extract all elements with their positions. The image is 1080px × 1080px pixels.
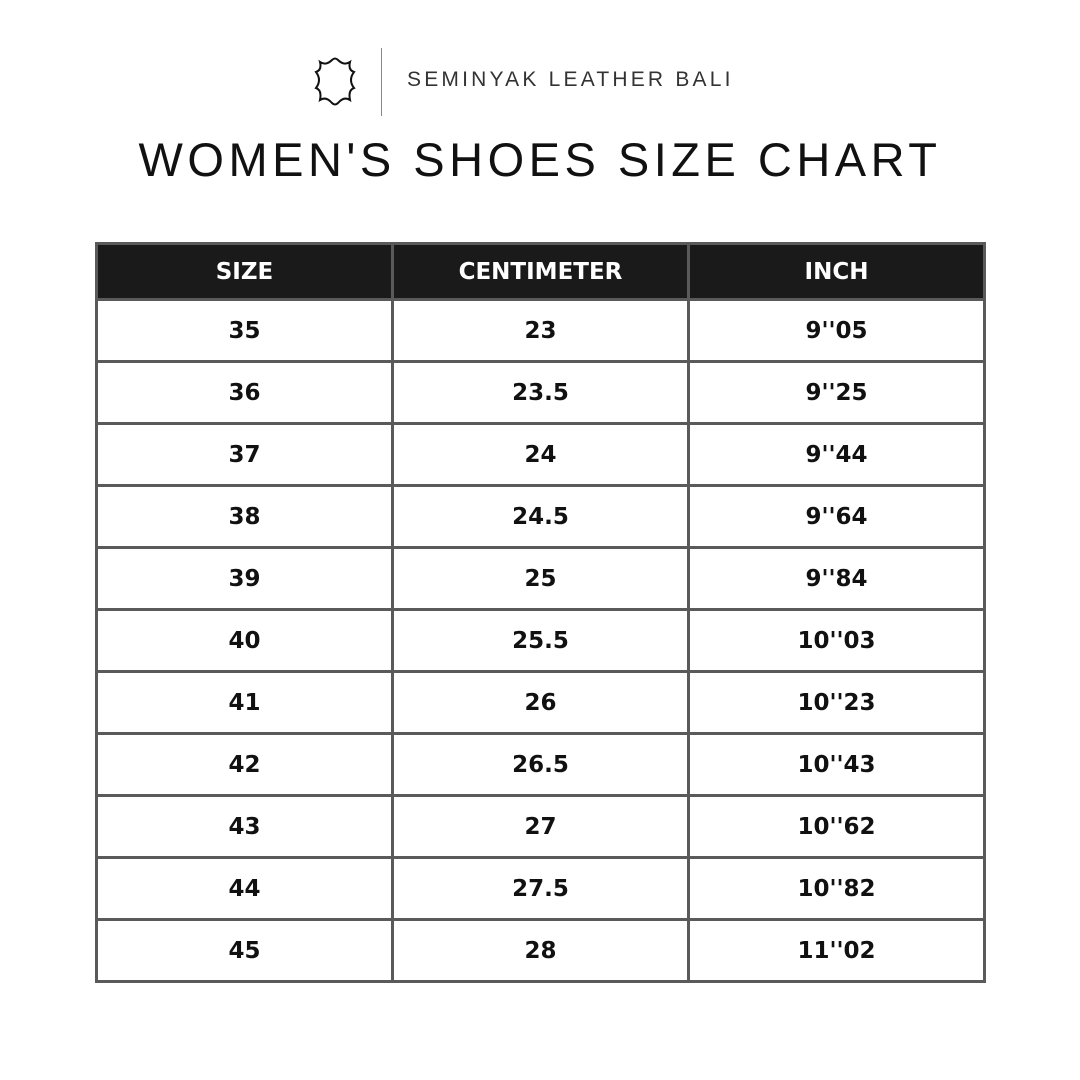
cell-size: 42 xyxy=(95,732,394,797)
cell-inch: 11''02 xyxy=(687,918,986,983)
header-centimeter: CENTIMETER xyxy=(391,242,690,301)
table-row: 35 23 9''05 xyxy=(95,298,986,363)
table-row: 39 25 9''84 xyxy=(95,546,986,611)
brand-header: SEMINYAK LEATHER BALI xyxy=(0,48,1080,116)
cell-size: 43 xyxy=(95,794,394,859)
cell-centimeter: 23 xyxy=(391,298,690,363)
page-title: WOMEN'S SHOES SIZE CHART xyxy=(138,133,942,186)
size-chart-table: SIZE CENTIMETER INCH 35 23 9''05 36 23.5 9''2… xyxy=(95,242,986,983)
cell-size: 38 xyxy=(95,484,394,549)
cell-centimeter: 27.5 xyxy=(391,856,690,921)
brand-name: SEMINYAK LEATHER BALI xyxy=(407,68,734,91)
table-row: 44 27.5 10''82 xyxy=(95,856,986,921)
table-row: 40 25.5 10''03 xyxy=(95,608,986,673)
cell-inch: 9''25 xyxy=(687,360,986,425)
cell-size: 44 xyxy=(95,856,394,921)
table-row: 41 26 10''23 xyxy=(95,670,986,735)
cell-centimeter: 28 xyxy=(391,918,690,983)
cell-inch: 9''84 xyxy=(687,546,986,611)
table-header-row: SIZE CENTIMETER INCH xyxy=(95,242,986,301)
header-inch: INCH xyxy=(687,242,986,301)
cell-size: 35 xyxy=(95,298,394,363)
cell-size: 36 xyxy=(95,360,394,425)
cell-inch: 10''82 xyxy=(687,856,986,921)
header-size: SIZE xyxy=(95,242,394,301)
cell-centimeter: 26 xyxy=(391,670,690,735)
cell-size: 40 xyxy=(95,608,394,673)
cell-centimeter: 24.5 xyxy=(391,484,690,549)
cell-size: 39 xyxy=(95,546,394,611)
cell-centimeter: 23.5 xyxy=(391,360,690,425)
table-row: 36 23.5 9''25 xyxy=(95,360,986,425)
cell-inch: 10''03 xyxy=(687,608,986,673)
cell-centimeter: 25 xyxy=(391,546,690,611)
cell-centimeter: 26.5 xyxy=(391,732,690,797)
cell-size: 45 xyxy=(95,918,394,983)
cell-size: 37 xyxy=(95,422,394,487)
cell-inch: 10''62 xyxy=(687,794,986,859)
cell-centimeter: 25.5 xyxy=(391,608,690,673)
brand-divider xyxy=(381,48,382,116)
table-row: 43 27 10''62 xyxy=(95,794,986,859)
cell-inch: 9''05 xyxy=(687,298,986,363)
table-row: 37 24 9''44 xyxy=(95,422,986,487)
cell-centimeter: 27 xyxy=(391,794,690,859)
leather-hide-icon xyxy=(314,57,356,106)
cell-inch: 9''44 xyxy=(687,422,986,487)
table-row: 38 24.5 9''64 xyxy=(95,484,986,549)
cell-centimeter: 24 xyxy=(391,422,690,487)
cell-size: 41 xyxy=(95,670,394,735)
cell-inch: 10''43 xyxy=(687,732,986,797)
cell-inch: 9''64 xyxy=(687,484,986,549)
table-row: 42 26.5 10''43 xyxy=(95,732,986,797)
table-row: 45 28 11''02 xyxy=(95,918,986,983)
cell-inch: 10''23 xyxy=(687,670,986,735)
